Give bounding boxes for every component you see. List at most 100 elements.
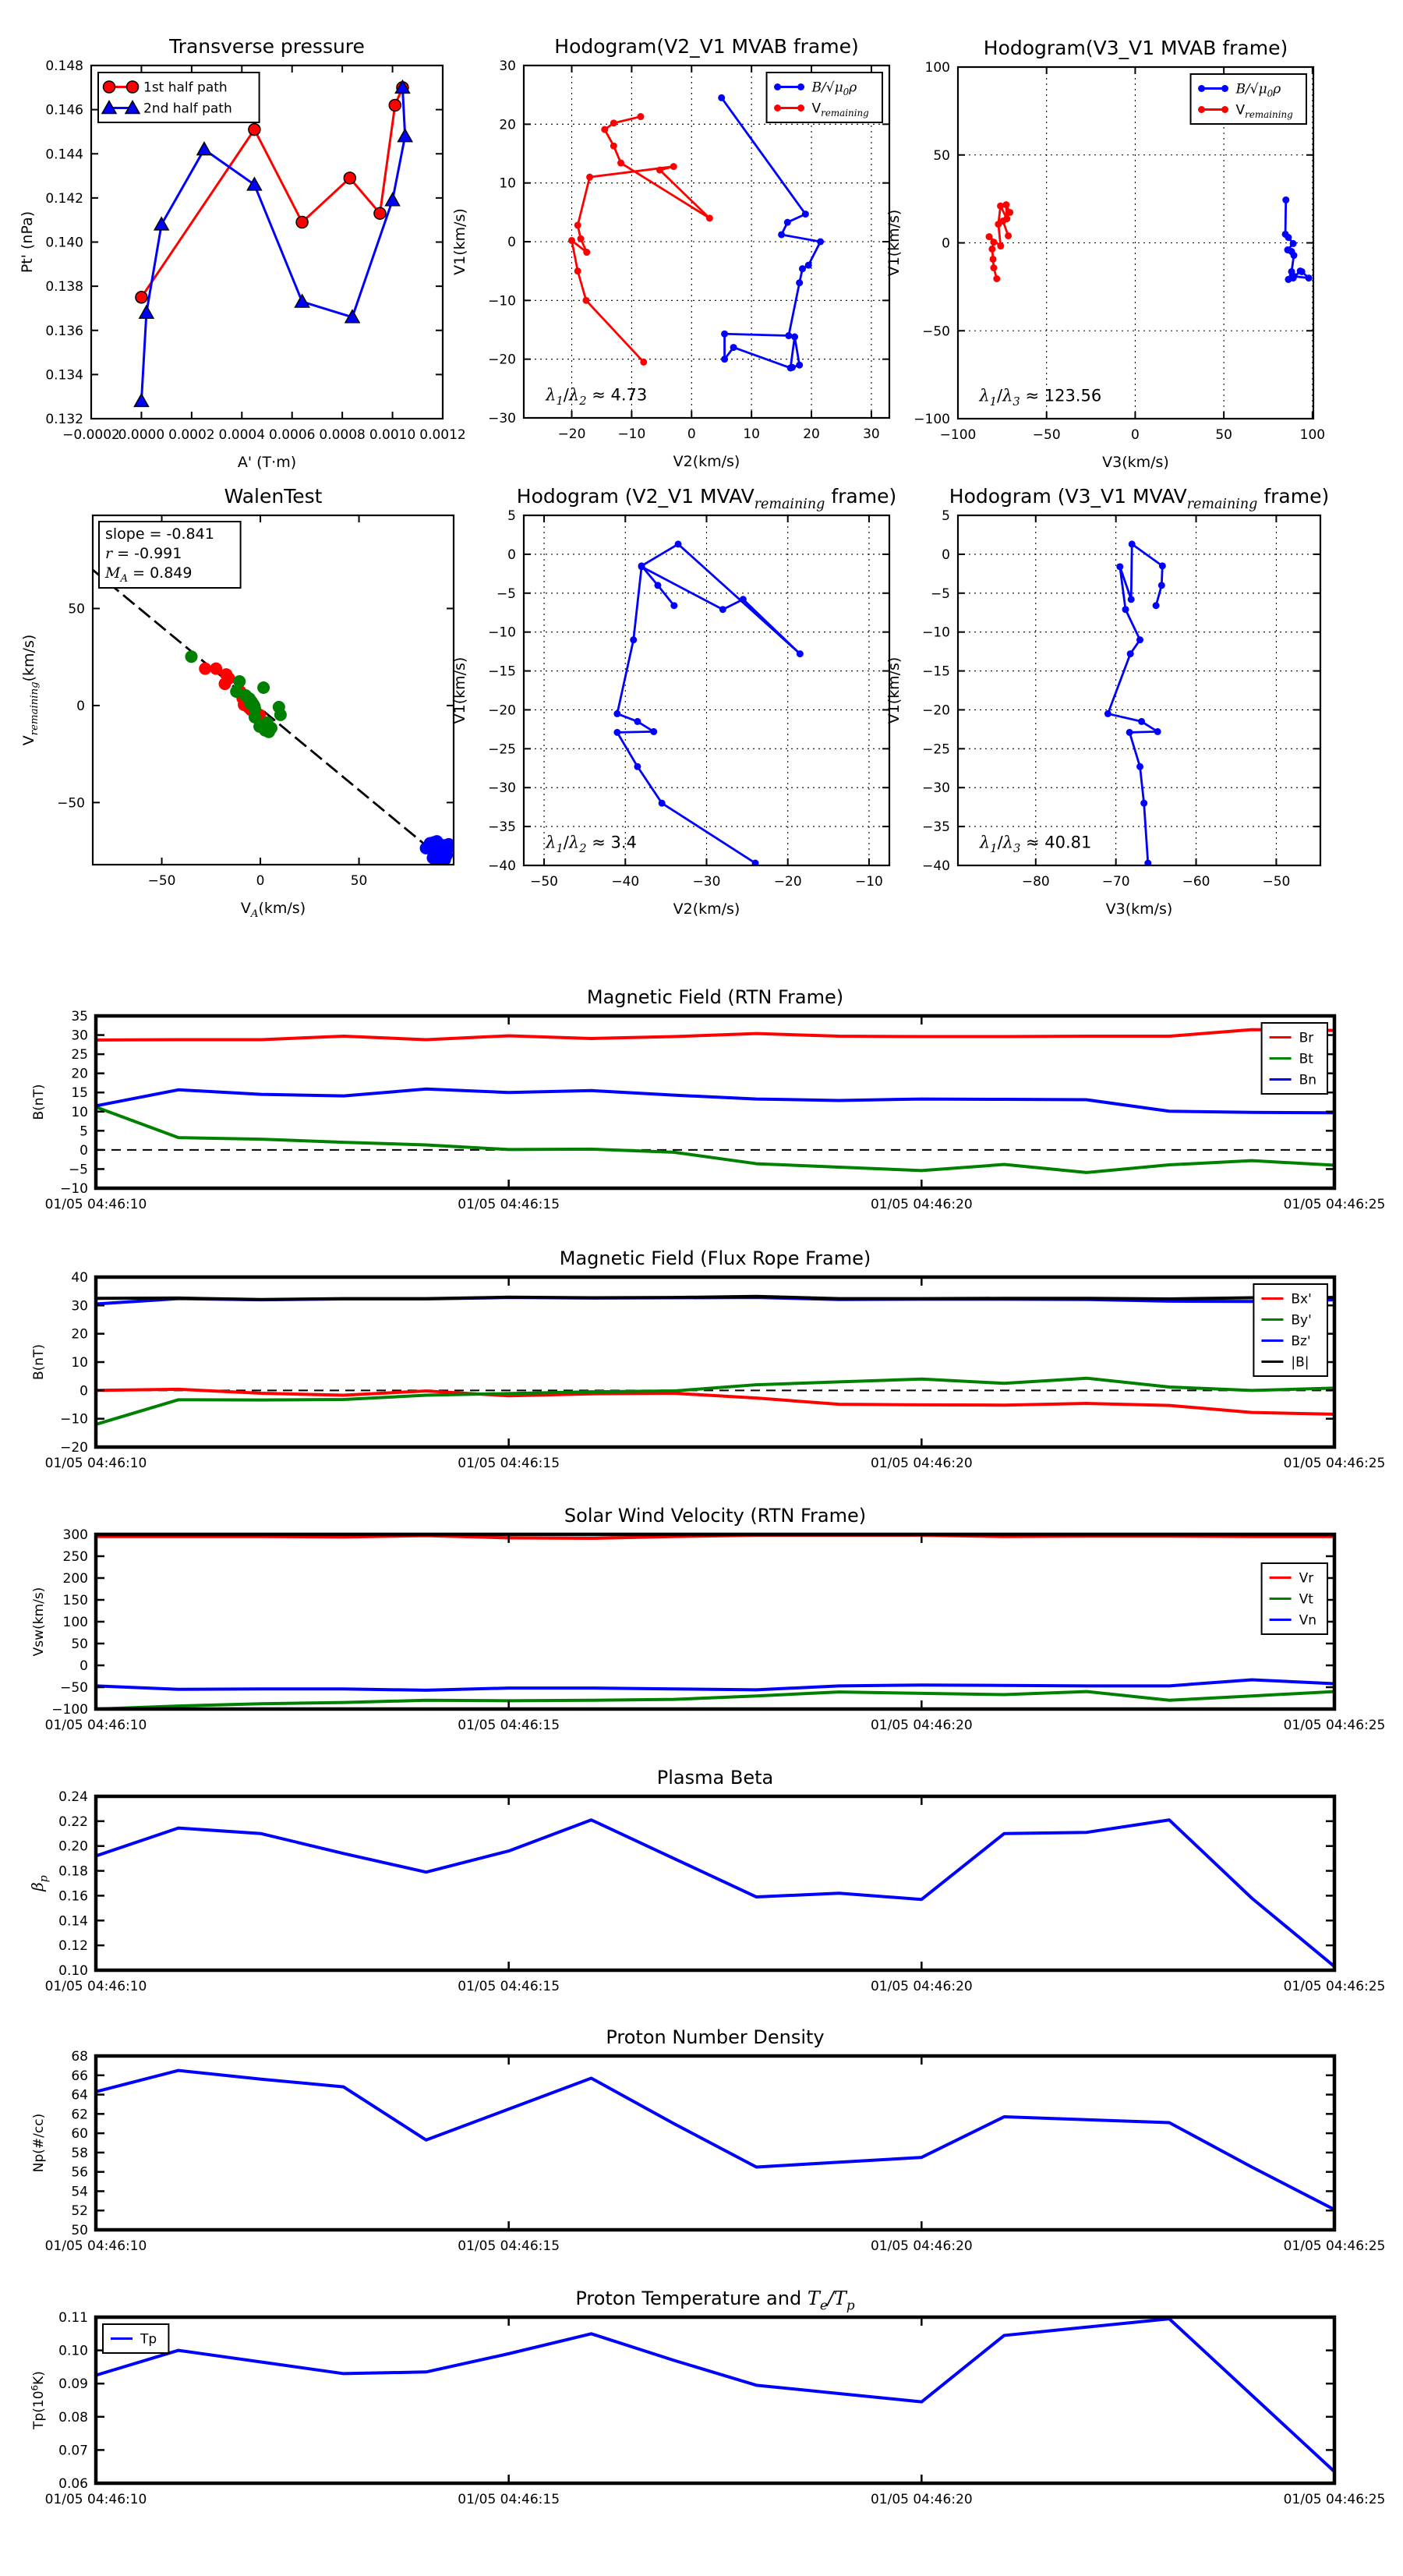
y-tick-label: −20 xyxy=(60,1440,88,1456)
y-tick-label: 0.24 xyxy=(58,1789,88,1805)
x-tick-label: 01/05 04:46:25 xyxy=(1284,1718,1386,1733)
axes-frame xyxy=(94,1014,1337,1191)
series-Br xyxy=(96,1028,1334,1042)
series-group xyxy=(93,568,454,865)
x-tick-label: −50 xyxy=(1262,874,1290,890)
y-axis-label: V1(km/s) xyxy=(885,210,903,277)
axes-frame xyxy=(94,1794,1337,1973)
y-axis-label: Vremaining(km/s) xyxy=(20,635,41,746)
y-tick-label: 0 xyxy=(80,1383,88,1399)
y-tick-label: 50 xyxy=(933,148,950,164)
x-tick-label: 01/05 04:46:10 xyxy=(45,1979,147,1994)
y-tick-label: 0 xyxy=(507,547,516,563)
x-tick-label: 0.0010 xyxy=(369,427,415,443)
series-Np xyxy=(96,2068,1334,2212)
y-tick-label: 30 xyxy=(499,58,516,74)
series-group xyxy=(96,2068,1334,2212)
x-tick-label: −60 xyxy=(1182,874,1210,890)
legend-label: |B| xyxy=(1291,1355,1309,1371)
y-tick-label: 0.148 xyxy=(45,58,83,74)
series-group xyxy=(96,1294,1334,1427)
x-tick-label: 01/05 04:46:20 xyxy=(871,2238,973,2254)
x-tick-label: −50 xyxy=(1033,427,1061,443)
series-beta-p xyxy=(96,1818,1334,1969)
legend-label: Vn xyxy=(1299,1613,1316,1629)
chart-title: Proton Number Density xyxy=(606,2026,824,2048)
y-tick-label: 0.18 xyxy=(58,1864,88,1880)
y-tick-label: 20 xyxy=(499,117,516,133)
legend: Br Bt Bn xyxy=(1260,1022,1328,1095)
y-axis-label: Tp(106K) xyxy=(30,2371,47,2430)
y-tick-label: 0 xyxy=(76,699,85,714)
y-tick-label: 62 xyxy=(71,2107,88,2122)
y-axis-label: βp xyxy=(28,1875,50,1892)
x-tick-label: −80 xyxy=(1022,874,1050,890)
y-tick-label: 5 xyxy=(507,508,516,524)
x-tick-label: −70 xyxy=(1102,874,1130,890)
y-tick-label: 66 xyxy=(71,2068,88,2084)
y-tick-label: 64 xyxy=(71,2088,88,2104)
x-tick-label: 01/05 04:46:20 xyxy=(871,1456,973,1471)
x-tick-label: 01/05 04:46:10 xyxy=(45,1456,147,1471)
chart-title: WalenTest xyxy=(224,485,323,508)
y-tick-label: −30 xyxy=(488,780,516,796)
y-tick-label: −35 xyxy=(922,819,950,835)
legend-label: Vt xyxy=(1299,1592,1314,1608)
y-axis-label: V1(km/s) xyxy=(451,208,468,275)
y-tick-label: −50 xyxy=(57,795,85,811)
y-tick-label: 68 xyxy=(71,2049,88,2065)
x-tick-label: 0.0000 xyxy=(118,427,164,443)
eigenvalue-ratio-annotation: λ1/λ3 ≈ 40.81 xyxy=(979,833,1092,856)
y-tick-label: −40 xyxy=(488,858,516,874)
legend-label: Vremaining xyxy=(812,101,870,119)
x-axis-label: V3(km/s) xyxy=(1106,901,1173,918)
series-fit-line xyxy=(93,568,451,865)
y-tick-label: 50 xyxy=(71,2223,88,2238)
y-tick-label: 0.09 xyxy=(58,2376,88,2392)
y-tick-label: 0 xyxy=(942,547,950,563)
y-tick-label: −25 xyxy=(488,741,516,757)
y-axis-label: Vsw(km/s) xyxy=(31,1587,47,1657)
y-tick-label: 0.11 xyxy=(58,2310,88,2326)
panel-plasma-beta: 01/05 04:46:10 01/05 04:46:15 01/05 04:46:… xyxy=(28,1767,1385,1994)
legend: B/√μ0ρ Vremaining xyxy=(765,72,883,123)
x-tick-label: 100 xyxy=(1300,427,1325,443)
x-tick-label: −0.0002 xyxy=(62,427,120,443)
series-group xyxy=(96,1028,1334,1174)
legend-label: 2nd half path xyxy=(143,101,232,117)
x-tick-label: 01/05 04:46:15 xyxy=(458,1718,560,1733)
series-group xyxy=(96,1534,1334,1709)
y-tick-label: 0.136 xyxy=(45,324,83,339)
y-tick-label: 0.132 xyxy=(45,412,83,427)
x-tick-label: 01/05 04:46:20 xyxy=(871,2492,973,2507)
panel-walen-test: −50 0 50 −50 0 50 WalenTest VA(km/s) Vremaining(… xyxy=(20,485,455,920)
series-group xyxy=(133,79,413,408)
y-tick-label: 100 xyxy=(63,1615,88,1630)
series-group xyxy=(96,1818,1334,1969)
chart-title: Hodogram (V3_V1 MVAVremaining frame) xyxy=(949,485,1329,512)
x-tick-label: −100 xyxy=(940,427,977,443)
x-tick-label: 0 xyxy=(256,873,265,889)
x-tick-label: 10 xyxy=(743,426,760,442)
y-tick-label: −10 xyxy=(922,625,950,641)
legend-label: 1st half path xyxy=(143,80,228,96)
x-tick-label: 0.0012 xyxy=(419,427,465,443)
y-tick-label: 0 xyxy=(80,1143,88,1159)
y-tick-label: 30 xyxy=(71,1028,88,1044)
axes-frame xyxy=(91,514,455,866)
y-tick-label: 40 xyxy=(71,1270,88,1286)
y-tick-label: 200 xyxy=(63,1571,88,1587)
eigenvalue-ratio-annotation: λ1/λ2 ≈ 4.73 xyxy=(545,385,647,408)
y-tick-label: −30 xyxy=(922,780,950,796)
x-tick-label: 01/05 04:46:10 xyxy=(45,2238,147,2254)
y-tick-label: −25 xyxy=(922,741,950,757)
legend-label: Vr xyxy=(1299,1571,1314,1587)
stats-line: slope = -0.841 xyxy=(105,525,214,543)
x-tick-label: 01/05 04:46:15 xyxy=(458,1456,560,1471)
y-tick-label: 58 xyxy=(71,2146,88,2161)
y-tick-label: −15 xyxy=(488,664,516,680)
y-tick-label: 0.146 xyxy=(45,103,83,119)
chart-title: Magnetic Field (Flux Rope Frame) xyxy=(560,1247,871,1269)
series-By-prime xyxy=(96,1376,1334,1427)
legend-label: Bz' xyxy=(1291,1334,1310,1350)
